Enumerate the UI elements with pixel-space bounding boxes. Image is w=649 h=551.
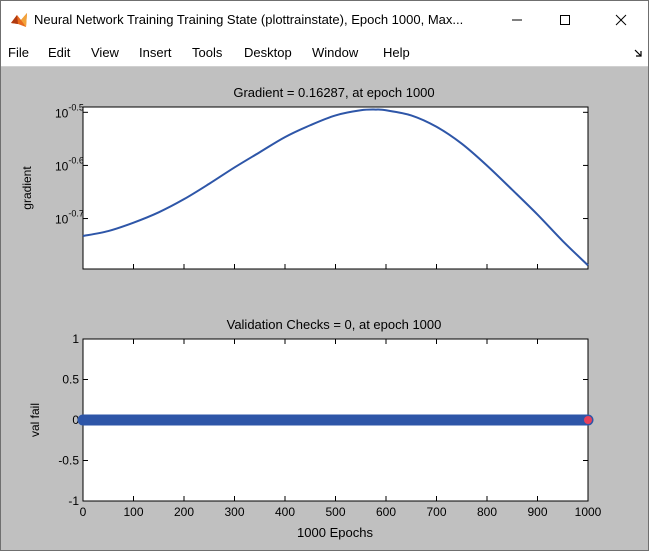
valfail-xlabel: 1000 Epochs bbox=[297, 525, 373, 540]
minimize-icon bbox=[512, 19, 522, 21]
window-title: Neural Network Training Training State (… bbox=[34, 12, 464, 27]
valfail-xtick-label: 800 bbox=[477, 505, 497, 519]
gradient-ytick-label: 10-0.5 bbox=[55, 102, 84, 120]
menu-tools[interactable]: Tools bbox=[192, 45, 223, 60]
menu-file[interactable]: File bbox=[8, 45, 29, 60]
valfail-xtick-label: 1000 bbox=[575, 505, 602, 519]
menu-window[interactable]: Window bbox=[312, 45, 359, 60]
valfail-xtick-label: 100 bbox=[123, 505, 143, 519]
valfail-ticks: -1 -0.5 0 0.5 1 0 100 200 300 400 500 600 700 800 900 1… bbox=[58, 332, 601, 519]
valfail-ytick-label: -0.5 bbox=[58, 454, 79, 468]
valfail-ytick-label: 0 bbox=[72, 413, 79, 427]
valfail-xtick-label: 700 bbox=[426, 505, 446, 519]
valfail-ytick-label: -1 bbox=[68, 494, 79, 508]
matlab-icon bbox=[11, 13, 27, 27]
close-icon bbox=[615, 14, 627, 26]
menu-desktop[interactable]: Desktop bbox=[244, 45, 292, 60]
valfail-xtick-label: 300 bbox=[224, 505, 244, 519]
valfail-plot-title: Validation Checks = 0, at epoch 1000 bbox=[227, 317, 442, 332]
menu-bar: File Edit View Insert Tools Desktop Wind… bbox=[1, 39, 648, 67]
valfail-xtick-label: 0 bbox=[80, 505, 87, 519]
title-bar[interactable]: Neural Network Training Training State (… bbox=[1, 1, 648, 39]
valfail-xtick-label: 500 bbox=[325, 505, 345, 519]
dock-arrow-icon[interactable] bbox=[634, 49, 643, 58]
maximize-icon bbox=[560, 15, 570, 25]
valfail-xtick-label: 900 bbox=[527, 505, 547, 519]
gradient-ytick-label: 10-0.6 bbox=[55, 155, 84, 173]
gradient-plot-title: Gradient = 0.16287, at epoch 1000 bbox=[233, 85, 434, 100]
gradient-plot-area bbox=[82, 106, 589, 270]
valfail-ylabel: val fail bbox=[28, 403, 42, 437]
menu-insert[interactable]: Insert bbox=[139, 45, 172, 60]
figure-canvas: Gradient = 0.16287, at epoch 1000 gradie… bbox=[20, 85, 602, 540]
menu-view[interactable]: View bbox=[91, 45, 119, 60]
valfail-xtick-label: 400 bbox=[275, 505, 295, 519]
gradient-series-line bbox=[82, 108, 589, 267]
gradient-ylabel: gradient bbox=[20, 166, 34, 210]
menu-help[interactable]: Help bbox=[383, 45, 410, 60]
menu-edit[interactable]: Edit bbox=[48, 45, 71, 60]
valfail-ytick-label: 1 bbox=[72, 332, 79, 346]
gradient-ytick-label: 10-0.7 bbox=[55, 209, 84, 227]
valfail-ytick-label: 0.5 bbox=[62, 373, 79, 387]
minimize-button[interactable] bbox=[494, 1, 540, 39]
valfail-final-point bbox=[584, 416, 592, 424]
valfail-series bbox=[77, 414, 594, 426]
maximize-button[interactable] bbox=[542, 1, 588, 39]
valfail-xtick-label: 600 bbox=[376, 505, 396, 519]
gradient-ticks: 10-0.7 10-0.6 10-0.5 bbox=[55, 102, 589, 269]
close-button[interactable] bbox=[598, 1, 644, 39]
valfail-xtick-label: 200 bbox=[174, 505, 194, 519]
